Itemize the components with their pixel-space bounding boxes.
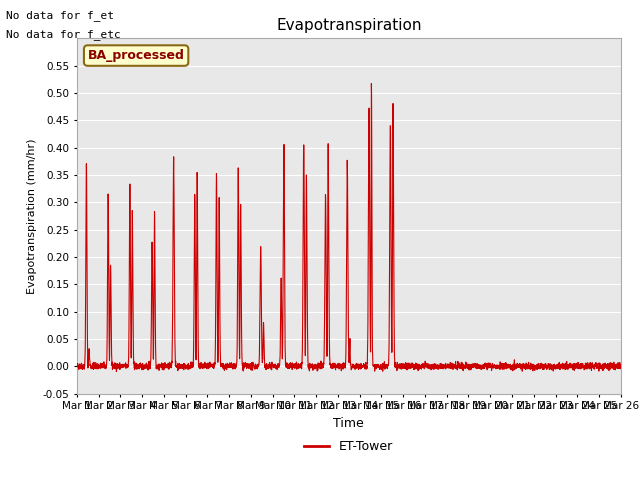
X-axis label: Time: Time	[333, 417, 364, 430]
Text: BA_processed: BA_processed	[88, 49, 184, 62]
Text: No data for f_et: No data for f_et	[6, 10, 115, 21]
Text: No data for f_etc: No data for f_etc	[6, 29, 121, 40]
Title: Evapotranspiration: Evapotranspiration	[276, 18, 422, 33]
Legend: ET-Tower: ET-Tower	[299, 435, 399, 458]
Y-axis label: Evapotranspiration (mm/hr): Evapotranspiration (mm/hr)	[27, 138, 37, 294]
